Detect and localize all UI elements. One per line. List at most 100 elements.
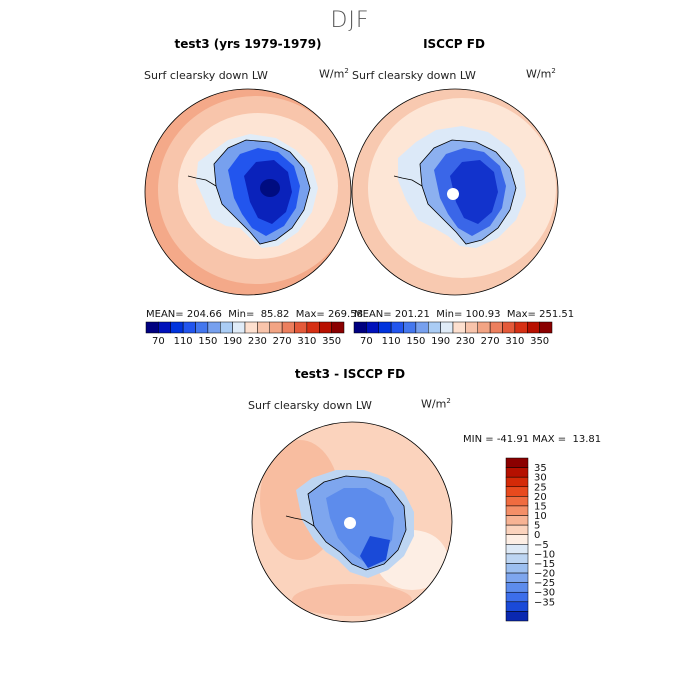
colorbar-2-swatch — [428, 321, 441, 334]
map-2-coastline — [419, 139, 517, 245]
colorbar-1-swatch — [294, 321, 308, 334]
map-3-warm-patch-south — [292, 584, 412, 616]
colorbar-1-tick-label: 110 — [174, 336, 193, 347]
colorbar-2-tick-label: 110 — [382, 336, 401, 347]
colorbar-3-tick-label: 0 — [534, 530, 540, 541]
colorbar-3-swatch — [505, 524, 529, 535]
colorbar-2-swatch — [514, 321, 528, 334]
colorbar-3-swatch — [505, 582, 529, 593]
colorbar-3-swatch — [505, 486, 529, 497]
colorbar-1-swatch — [269, 321, 283, 334]
colorbar-panel-1: 70 110 150 190 230 270 310 350 — [145, 321, 345, 347]
colorbar-1-tick-label: 270 — [273, 336, 292, 347]
map-2-border — [351, 88, 559, 296]
map-1-border — [144, 88, 352, 296]
colorbar-1-swatch — [257, 321, 270, 334]
colorbar-3-tick-label: −35 — [534, 597, 555, 608]
map-3-pole-gap — [344, 517, 356, 529]
map-1-peninsula — [187, 175, 217, 187]
map-3-antarctica-min — [360, 536, 390, 568]
colorbar-3-tick-label: 20 — [534, 492, 547, 503]
colorbar-2-swatch — [527, 321, 540, 334]
colorbar-1-swatch — [220, 321, 233, 334]
colorbar-1-tick-label: 150 — [198, 336, 217, 347]
panel-2-units: W/m2 — [526, 67, 556, 81]
panel-1-units: W/m2 — [319, 67, 349, 81]
colorbar-2-tick-label: 230 — [456, 336, 475, 347]
colorbar-2-swatch — [353, 321, 367, 334]
map-panel-1 — [145, 89, 351, 295]
colorbar-1-tick-label: 190 — [223, 336, 242, 347]
colorbar-2-swatch — [415, 321, 429, 334]
colorbar-1-swatch — [331, 321, 345, 334]
panel-1-variable: Surf clearsky down LW — [144, 69, 268, 82]
colorbar-3-tick-label: 15 — [534, 501, 547, 512]
map-3-coastline — [307, 475, 407, 571]
colorbar-3-tick-label: −5 — [534, 540, 549, 551]
colorbar-2-swatch — [539, 321, 553, 334]
colorbar-2-swatch — [378, 321, 392, 334]
map-panel-2 — [352, 89, 558, 295]
colorbar-3-swatch — [505, 534, 529, 545]
colorbar-1-tick-label: 70 — [152, 336, 165, 347]
colorbar-2-swatch — [366, 321, 379, 334]
colorbar-3-tick-label: 35 — [534, 463, 547, 474]
colorbar-2-swatch — [390, 321, 404, 334]
season-title: DJF — [330, 8, 370, 33]
map-panel-3 — [252, 422, 452, 622]
colorbar-1-swatch — [232, 321, 246, 334]
colorbar-3-tick-label: −15 — [534, 559, 555, 570]
colorbar-3-tick-label: −10 — [534, 549, 555, 560]
panel-1-title: test3 (yrs 1979-1979) — [174, 37, 322, 51]
colorbar-1-swatch — [244, 321, 258, 334]
colorbar-1-swatch — [170, 321, 184, 334]
colorbar-2-swatch — [452, 321, 466, 334]
colorbar-1-swatch — [319, 321, 332, 334]
map-2-peninsula — [393, 175, 423, 187]
colorbar-3-swatch — [505, 515, 529, 526]
map-3-peninsula — [285, 515, 315, 527]
colorbar-1-tick-label: 350 — [322, 336, 341, 347]
colorbar-2-swatch — [465, 321, 478, 334]
colorbar-3-tick-label: −30 — [534, 588, 555, 599]
colorbar-2-tick-label: 190 — [431, 336, 450, 347]
colorbar-1-swatch — [145, 321, 159, 334]
panel-3-units: W/m2 — [421, 397, 451, 411]
colorbar-1-swatch — [182, 321, 196, 334]
colorbar-2-tick-label: 270 — [481, 336, 500, 347]
colorbar-3-swatch — [505, 544, 529, 555]
colorbar-3-swatch — [505, 505, 529, 516]
colorbar-3-swatch — [505, 467, 529, 478]
map-2-pole-gap — [447, 188, 459, 200]
colorbar-2-swatch — [440, 321, 454, 334]
colorbar-3-swatch — [505, 553, 529, 564]
colorbar-2-swatch — [502, 321, 516, 334]
colorbar-1-swatch — [281, 321, 295, 334]
colorbar-1-tick-label: 230 — [248, 336, 267, 347]
colorbar-3-swatch — [505, 572, 529, 583]
map-1-coastline — [213, 139, 311, 245]
colorbar-1-tick-label: 310 — [297, 336, 316, 347]
panel-3-stats: MIN = -41.91 MAX = 13.81 — [463, 434, 602, 445]
colorbar-2-tick-label: 70 — [360, 336, 373, 347]
colorbar-2-tick-label: 150 — [406, 336, 425, 347]
colorbar-3-swatch — [505, 601, 529, 612]
colorbar-2-tick-label: 350 — [530, 336, 549, 347]
map-1-antarctica-min — [260, 179, 280, 197]
colorbar-3-swatch — [505, 611, 529, 622]
colorbar-3-tick-label: 30 — [534, 473, 547, 484]
colorbar-2-swatch — [489, 321, 503, 334]
panel-3-title: test3 - ISCCP FD — [294, 367, 406, 381]
colorbar-1-swatch — [306, 321, 320, 334]
colorbar-1-swatch — [207, 321, 221, 334]
map-3-border — [251, 421, 453, 623]
colorbar-3-swatch — [505, 476, 529, 488]
colorbar-2-swatch — [477, 321, 491, 334]
colorbar-2-tick-label: 310 — [505, 336, 524, 347]
colorbar-3-swatch — [505, 563, 529, 574]
colorbar-3-tick-label: −20 — [534, 569, 555, 580]
colorbar-2-swatch — [403, 321, 417, 334]
colorbar-3-tick-label: 5 — [534, 521, 540, 532]
colorbar-3-tick-label: 10 — [534, 511, 547, 522]
